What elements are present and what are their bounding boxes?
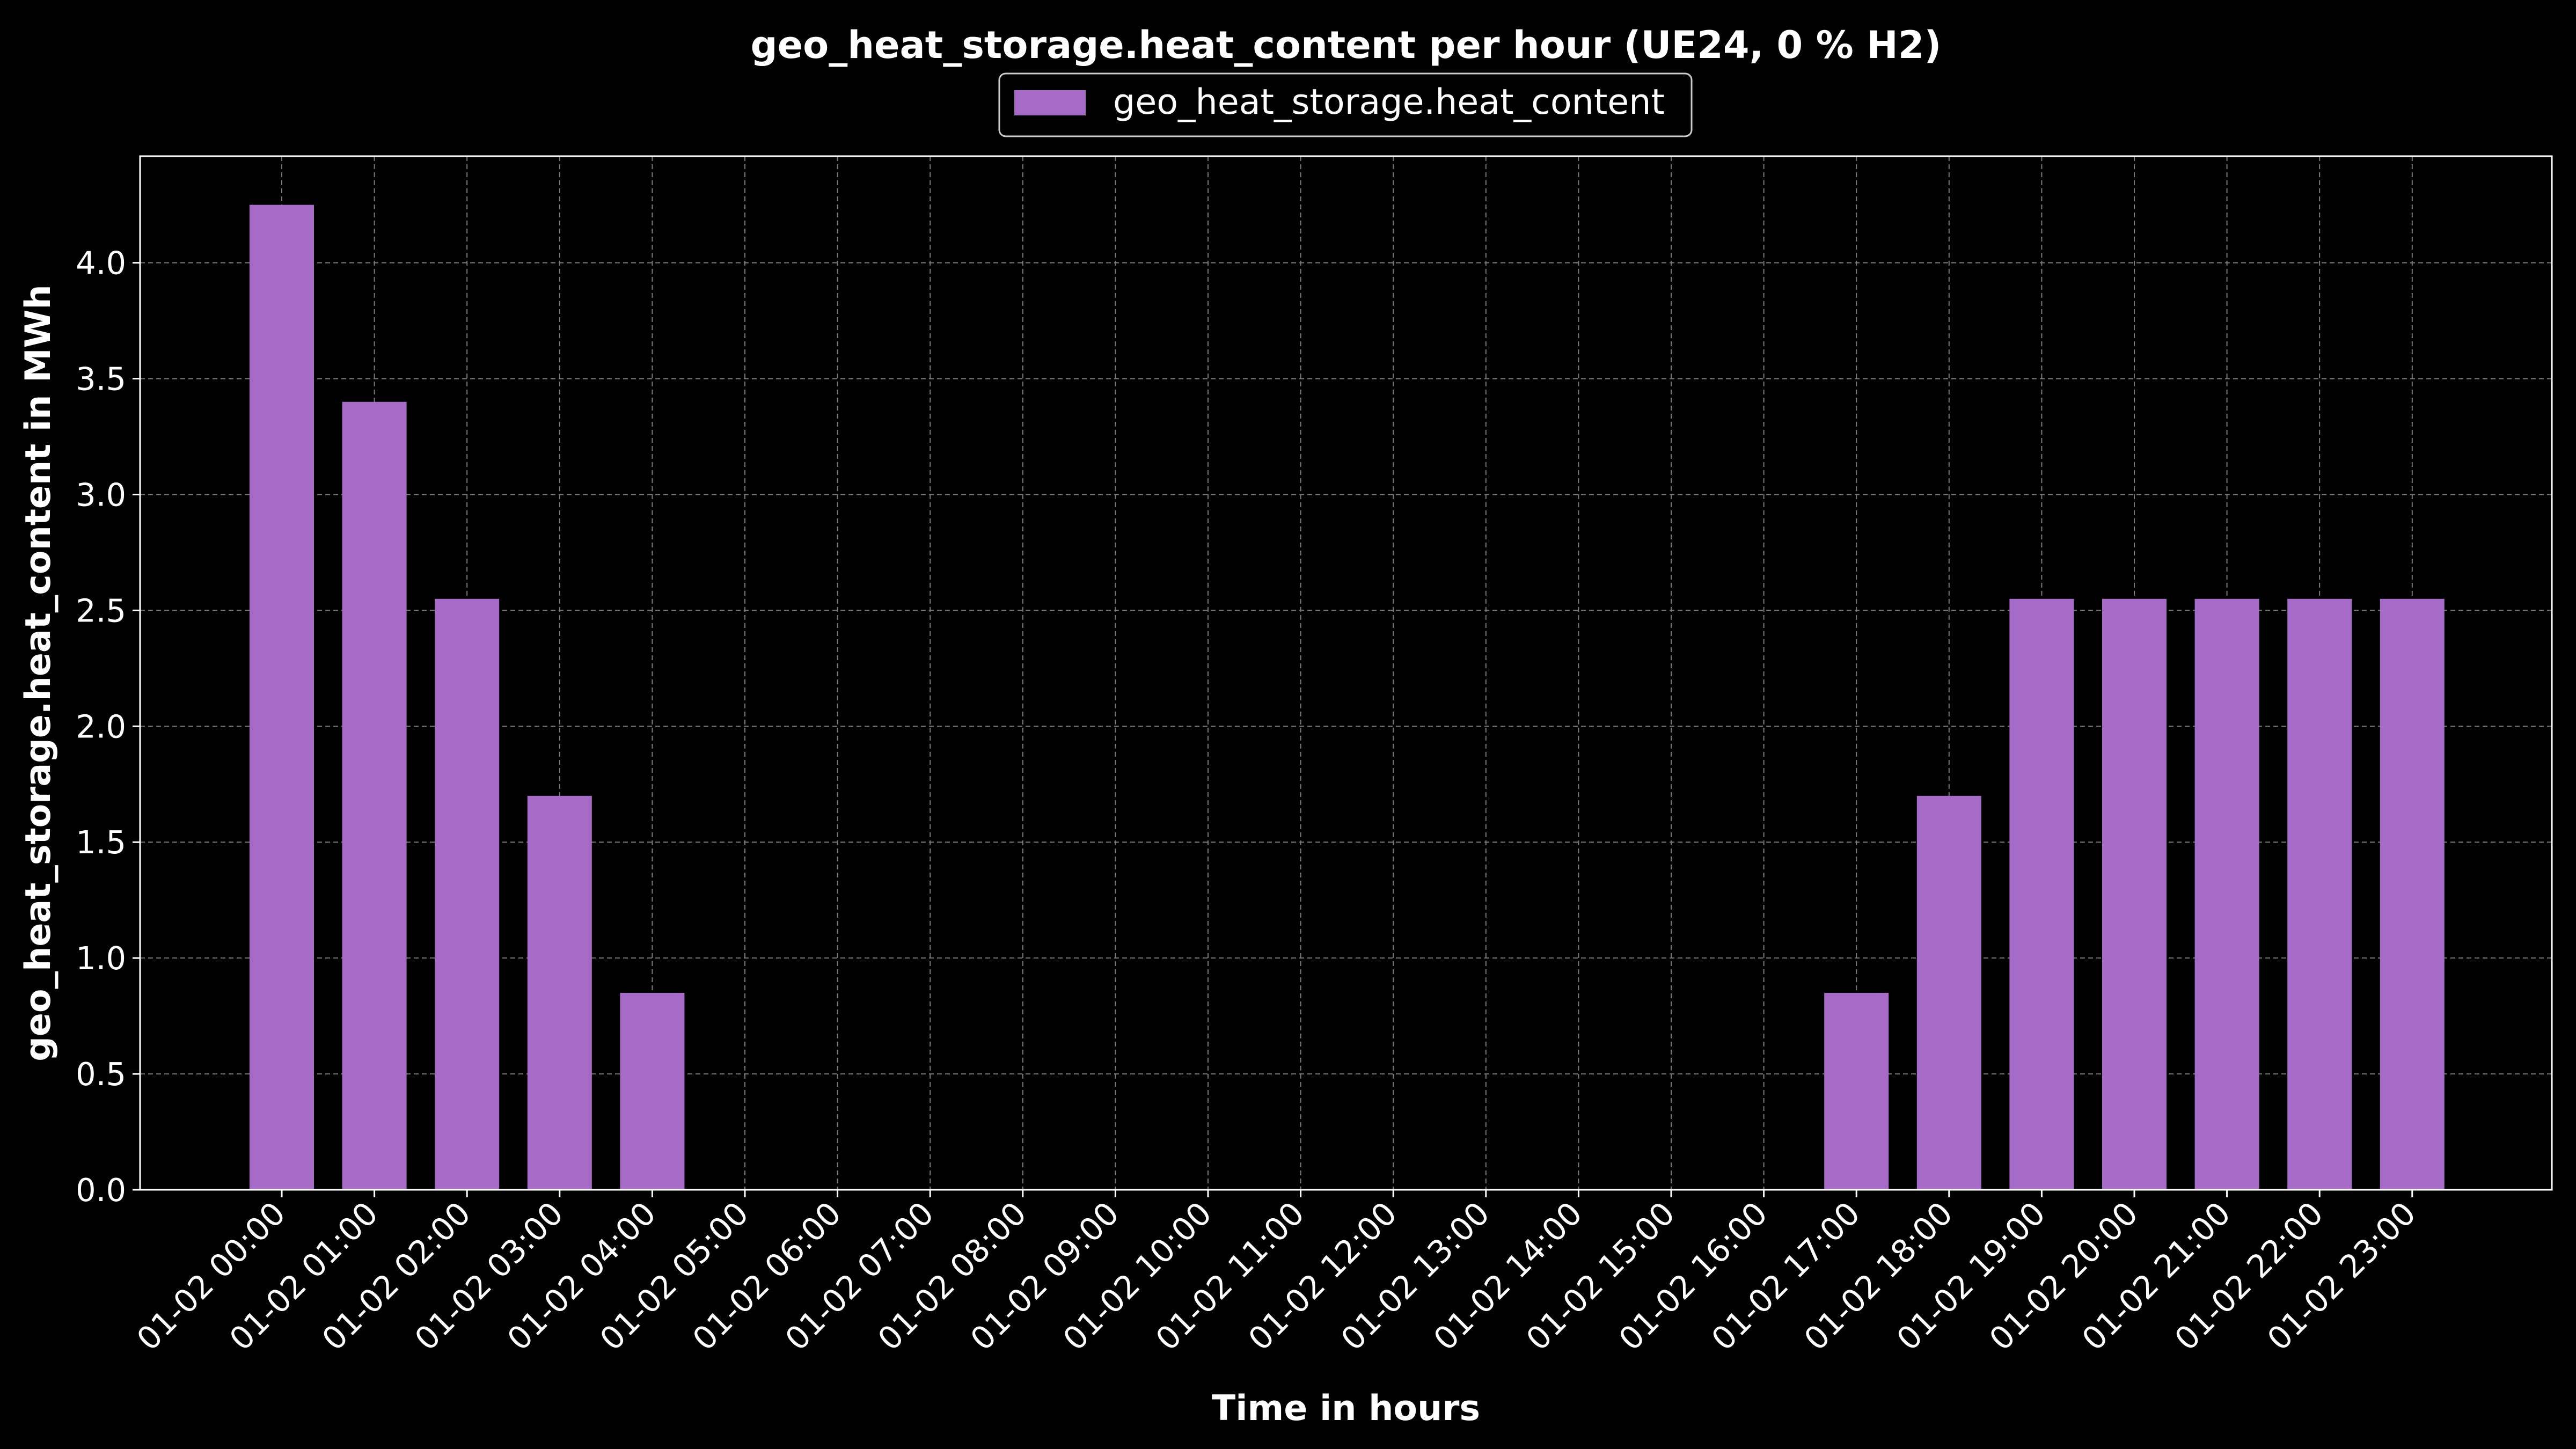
legend-swatch <box>1014 90 1086 115</box>
y-tick-label: 3.0 <box>76 476 126 513</box>
bar <box>435 598 500 1190</box>
bar <box>2194 598 2259 1190</box>
plot-frame <box>139 155 2553 1191</box>
legend-box <box>998 72 1693 137</box>
y-tick-label: 1.0 <box>76 940 126 977</box>
bars <box>250 204 2445 1190</box>
bar <box>250 204 314 1190</box>
chart-title: geo_heat_storage.heat_content per hour (… <box>751 23 1942 67</box>
y-tick-label: 4.0 <box>76 245 126 282</box>
y-tick-label: 0.5 <box>76 1056 126 1093</box>
bar <box>2380 598 2445 1190</box>
y-tick-label: 1.5 <box>76 824 126 861</box>
bar <box>527 795 592 1190</box>
bar <box>2102 598 2167 1190</box>
bar <box>2009 598 2074 1190</box>
y-axis-label: geo_heat_storage.heat_content in MWh <box>18 284 58 1061</box>
bar <box>342 401 407 1190</box>
y-tick-label: 2.5 <box>76 592 126 629</box>
y-axis-ticks: 0.0 0.5 1.0 1.5 2.0 2.5 3.0 3.5 4.0 <box>76 245 140 1209</box>
y-tick-label: 3.5 <box>76 361 126 398</box>
legend-label: geo_heat_storage.heat_content <box>1113 82 1665 122</box>
bar <box>1916 795 1981 1190</box>
legend: geo_heat_storage.heat_content <box>998 72 1693 137</box>
y-tick-label: 0.0 <box>76 1172 126 1209</box>
bar <box>2287 598 2352 1190</box>
bar <box>1824 992 1889 1190</box>
x-axis-label: Time in hours <box>1212 1388 1480 1429</box>
bar <box>620 992 685 1190</box>
y-tick-label: 2.0 <box>76 708 126 745</box>
